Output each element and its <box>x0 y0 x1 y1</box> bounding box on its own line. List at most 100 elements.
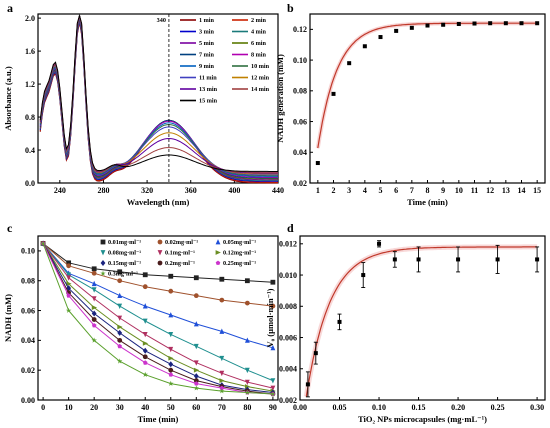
data-point <box>392 257 397 262</box>
data-point <box>168 372 173 377</box>
legend-entry: 0.05mg·ml⁻¹ <box>223 239 256 246</box>
y-axis-label: Absorbance (a.u.) <box>3 66 13 131</box>
data-point <box>219 385 225 390</box>
panel-label-c: c <box>7 221 13 235</box>
x-axis-label: Time (min) <box>138 414 179 424</box>
data-point <box>117 292 123 299</box>
x-tick-label: 50 <box>167 403 175 412</box>
data-point <box>91 287 97 293</box>
legend-entry: 0.1mg·ml⁻¹ <box>165 250 195 257</box>
data-point <box>142 347 148 354</box>
data-point <box>91 270 97 276</box>
y-tick-label: 0.10 <box>21 247 35 256</box>
data-point <box>168 312 174 318</box>
y-tick-label: 0.0 <box>25 179 35 188</box>
y-axis-label: NADH (mM) <box>3 294 13 342</box>
legend-entry: 8 min <box>251 52 267 59</box>
y-tick-label: 0.012 <box>279 240 297 249</box>
data-point <box>193 378 199 384</box>
series-line <box>42 243 273 395</box>
fit-line <box>317 22 538 149</box>
data-point <box>305 382 310 387</box>
y-tick-label: 0.006 <box>279 333 297 342</box>
y-tick-label: 0.00 <box>21 396 35 405</box>
y-tick-label: 0.08 <box>293 87 307 96</box>
x-tick-label: 320 <box>141 186 153 195</box>
x-tick-label: 400 <box>228 186 240 195</box>
data-point <box>142 303 148 309</box>
y-tick-label: 0.02 <box>293 179 307 188</box>
x-tick-label: 90 <box>269 403 277 412</box>
data-point <box>219 370 225 377</box>
x-tick-label: 5 <box>379 186 383 195</box>
y-axis-label: V₀ (μmol·min⁻¹) <box>265 288 275 347</box>
data-point <box>66 285 72 292</box>
x-tick-label: 240 <box>54 186 66 195</box>
x-tick-label: 9 <box>441 186 445 195</box>
data-point <box>117 324 123 330</box>
data-point <box>488 21 493 26</box>
x-axis-label: TiO₂ NPs microcapsules (mg·mL⁻¹) <box>358 414 487 424</box>
x-tick-label: 0.10 <box>372 403 386 412</box>
data-point <box>40 240 46 246</box>
data-point <box>193 275 199 281</box>
x-tick-label: 11 <box>471 186 479 195</box>
y-tick-label: 0.002 <box>279 396 297 405</box>
legend-entry: 3 min <box>199 29 215 36</box>
x-tick-label: 20 <box>90 403 98 412</box>
data-point <box>270 391 276 397</box>
data-point <box>362 44 367 49</box>
data-point <box>66 260 72 266</box>
data-point <box>219 328 225 334</box>
data-point <box>244 337 250 343</box>
data-point <box>270 279 276 285</box>
x-tick-label: 10 <box>455 186 463 195</box>
x-tick-label: 60 <box>192 403 200 412</box>
y-tick-label: 0.004 <box>279 365 297 374</box>
x-axis-label: Wavelength (nm) <box>127 197 190 207</box>
data-point <box>313 351 318 356</box>
y-tick-label: 0.04 <box>21 336 35 345</box>
data-point <box>519 21 524 26</box>
x-tick-label: 7 <box>410 186 414 195</box>
series-line <box>42 243 273 392</box>
series-line <box>42 243 274 382</box>
data-point <box>66 272 72 278</box>
y-tick-label: 0.10 <box>293 56 307 65</box>
data-point <box>215 260 221 265</box>
legend-entry: 6 min <box>251 40 267 47</box>
data-point <box>193 293 199 299</box>
x-tick-label: 0.00 <box>293 403 307 412</box>
x-tick-label: 2 <box>332 186 336 195</box>
data-point <box>100 239 106 245</box>
x-tick-label: 15 <box>533 186 541 195</box>
legend-entry: 0.15mg·ml⁻¹ <box>108 260 141 267</box>
legend-entry: 9 min <box>199 63 215 70</box>
x-tick-label: 14 <box>518 186 526 195</box>
data-point <box>215 239 221 245</box>
data-point <box>244 278 250 284</box>
data-point <box>193 367 200 373</box>
legend-entry: 7 min <box>199 52 215 59</box>
fit-band <box>315 21 538 149</box>
x-tick-label: 12 <box>486 186 494 195</box>
data-point <box>503 21 508 26</box>
plot-frame <box>37 13 279 184</box>
legend-entry: 5 min <box>199 40 215 47</box>
x-tick-label: 0.15 <box>412 403 426 412</box>
x-tick-label: 10 <box>65 403 73 412</box>
data-point <box>142 284 148 290</box>
data-point <box>117 337 123 343</box>
series-line <box>42 243 274 389</box>
x-tick-label: 80 <box>243 403 251 412</box>
data-point <box>117 343 122 349</box>
panel-label-d: d <box>287 221 294 235</box>
data-point <box>66 275 72 281</box>
data-point <box>91 280 97 287</box>
data-point <box>117 329 123 336</box>
series-line <box>42 243 273 393</box>
data-point <box>91 266 97 272</box>
data-point <box>244 367 250 374</box>
data-point <box>495 257 500 262</box>
spectrum-line <box>39 13 278 172</box>
